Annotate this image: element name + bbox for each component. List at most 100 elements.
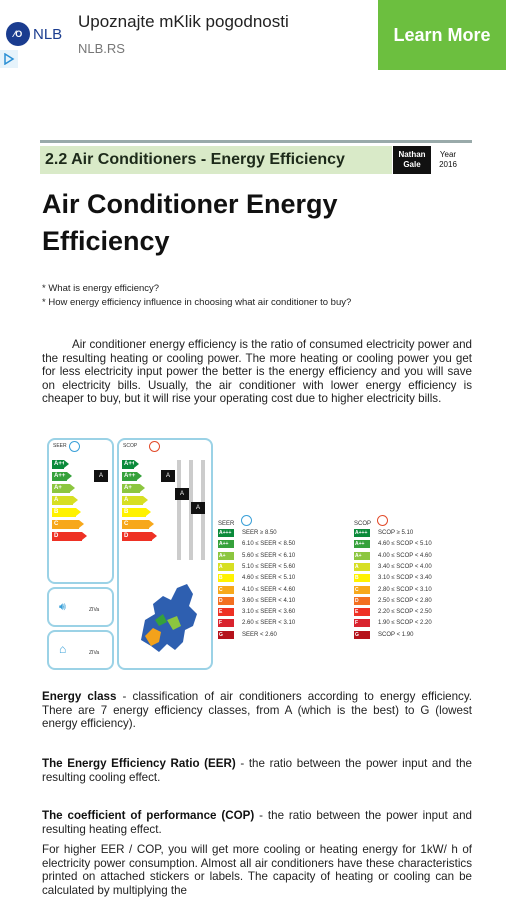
scale-range-text: 4.10 ≤ SEER < 4.60 xyxy=(242,586,296,593)
scale-range-text: 2.80 ≤ SCOP < 3.10 xyxy=(378,586,432,593)
ad-title[interactable]: Upoznajte mKlik pogodnosti xyxy=(78,12,289,31)
ad-url[interactable]: NLB.RS xyxy=(78,41,125,56)
energy-class-definition: - classification of air conditioners acc… xyxy=(42,690,472,731)
class-indicator-arrow-2: A xyxy=(175,488,189,500)
class-swatch: A xyxy=(218,562,234,571)
class-swatch: A+ xyxy=(218,551,234,560)
scale-row: A 5.10 ≤ SEER < 5.60 xyxy=(218,562,295,571)
scale-row: F 2.60 ≤ SEER < 3.10 xyxy=(218,619,296,628)
seer-head: SEER xyxy=(53,443,67,449)
scale-row: B 4.60 ≤ SEER < 5.10 xyxy=(218,574,296,583)
scale-range-text: 2.50 ≤ SCOP < 2.80 xyxy=(378,597,432,604)
scale-range-text: 2.60 ≤ SEER < 3.10 xyxy=(242,620,296,627)
fan-icon xyxy=(69,441,80,452)
scale-range-text: SCOP < 1.90 xyxy=(378,631,414,638)
scop-head: SCOP xyxy=(123,443,138,449)
class-bar-4: B xyxy=(52,508,81,517)
class-bar-6: D xyxy=(122,532,157,541)
scale-range-text: 2.20 ≤ SCOP < 2.50 xyxy=(378,609,432,616)
class-swatch: C xyxy=(218,585,234,594)
class-swatch: F xyxy=(218,619,234,628)
class-swatch: C xyxy=(354,585,370,594)
class-indicator-arrow: A xyxy=(94,470,108,482)
label-card-cooling: SEER A+++ A++ A+ A B C D A xyxy=(47,438,114,584)
class-bar-0: A+++ xyxy=(122,460,139,469)
scale-row: A+ 5.60 ≤ SEER < 6.10 xyxy=(218,551,296,560)
question-1: * What is energy efficiency? xyxy=(42,283,160,294)
europe-map xyxy=(141,584,197,652)
class-swatch: D xyxy=(354,596,370,605)
eer-term: The Energy Efficiency Ratio (EER) xyxy=(42,757,236,770)
sound-indoor-value: ZIVa xyxy=(89,607,100,613)
scale-row: E 2.20 ≤ SCOP < 2.50 xyxy=(354,608,432,617)
scale-range-text: SEER < 2.60 xyxy=(242,631,277,638)
class-bar-3: A xyxy=(52,496,78,505)
class-bar-1: A++ xyxy=(52,472,72,481)
scale-range-text: 1.90 ≤ SCOP < 2.20 xyxy=(378,620,432,627)
class-swatch: A+++ xyxy=(218,529,234,537)
learn-more-button[interactable]: Learn More xyxy=(378,0,506,70)
section-title: 2.2 Air Conditioners - Energy Efficiency xyxy=(45,151,345,168)
ad-banner[interactable]: ⁄O NLB Upoznajte mKlik pogodnosti NLB.RS… xyxy=(0,0,506,70)
fan-icon xyxy=(240,515,252,527)
scale-row: A+++ SCOP ≥ 5.10 xyxy=(354,529,413,537)
class-swatch: G xyxy=(354,630,370,639)
adchoices-icon[interactable] xyxy=(0,50,18,68)
scale-row: A++ 6.10 ≤ SEER < 8.50 xyxy=(218,540,296,549)
gauge-1 xyxy=(177,460,181,560)
scale-row: G SEER < 2.60 xyxy=(218,630,277,639)
scale-row: E 3.10 ≤ SEER < 3.60 xyxy=(218,608,296,617)
scale-row: A+++ SEER ≥ 8.50 xyxy=(218,529,277,537)
scale-range-text: 5.60 ≤ SEER < 6.10 xyxy=(242,552,296,559)
nlb-logo: ⁄O NLB xyxy=(6,22,62,46)
scale-range-text: 4.60 ≤ SEER < 5.10 xyxy=(242,575,296,582)
document-page: 2.2 Air Conditioners - Energy Efficiency… xyxy=(40,140,472,897)
class-bar-0: A+++ xyxy=(52,460,69,469)
question-2: * How energy efficiency influence in cho… xyxy=(42,297,352,308)
cop-paragraph: The coefficient of performance (COP) - t… xyxy=(42,809,472,836)
class-bar-2: A+ xyxy=(52,484,75,493)
class-bar-5: C xyxy=(122,520,154,529)
scale-row: A++ 4.60 ≤ SCOP < 5.10 xyxy=(354,540,432,549)
class-swatch: G xyxy=(218,630,234,639)
section-title-box: 2.2 Air Conditioners - Energy Efficiency xyxy=(40,146,392,174)
scop-scale-header: SCOP xyxy=(354,512,389,530)
nlb-logo-icon: ⁄O xyxy=(6,22,30,46)
scale-row: A+ 4.00 ≤ SCOP < 4.60 xyxy=(354,551,432,560)
year-label: Year xyxy=(439,150,457,159)
scale-range-text: 3.10 ≤ SEER < 3.60 xyxy=(242,609,296,616)
sound-outdoor-value: ZIVa xyxy=(89,650,100,656)
class-bar-4: B xyxy=(122,508,151,517)
class-swatch: A++ xyxy=(218,540,234,549)
scale-range-text: 3.10 ≤ SCOP < 3.40 xyxy=(378,575,432,582)
class-swatch: D xyxy=(218,596,234,605)
speaker-icon: 🔊︎ xyxy=(59,601,66,613)
page-title: Air Conditioner Energy Efficiency xyxy=(42,189,338,256)
sun-icon xyxy=(377,515,389,527)
class-swatch: A+++ xyxy=(354,529,370,537)
scale-row: C 2.80 ≤ SCOP < 3.10 xyxy=(354,585,432,594)
cop-definition: - the ratio between the power input and … xyxy=(42,809,473,836)
class-swatch: E xyxy=(354,608,370,617)
year-badge: Year 2016 xyxy=(433,146,463,174)
label-card-heating: SCOP A+++ A++ A+ A B C D A A A xyxy=(117,438,213,670)
scale-row: D 2.50 ≤ SCOP < 2.80 xyxy=(354,596,432,605)
class-bar-3: A xyxy=(122,496,148,505)
ad-logo-text: NLB xyxy=(33,25,63,43)
class-bar-6: D xyxy=(52,532,87,541)
class-indicator-arrow-1: A xyxy=(161,470,175,482)
class-swatch: A xyxy=(354,562,370,571)
seer-scale-title: SEER xyxy=(218,521,235,527)
scale-range-text: 4.00 ≤ SCOP < 4.60 xyxy=(378,552,432,559)
house-icon: ⌂ xyxy=(59,642,67,656)
class-bar-2: A+ xyxy=(122,484,145,493)
scale-range-text: 6.10 ≤ SEER < 8.50 xyxy=(242,541,296,548)
scale-range-text: SCOP ≥ 5.10 xyxy=(378,530,414,536)
class-swatch: A++ xyxy=(354,540,370,549)
scale-row: B 3.10 ≤ SCOP < 3.40 xyxy=(354,574,432,583)
section-header: 2.2 Air Conditioners - Energy Efficiency… xyxy=(40,140,472,174)
scop-scale-title: SCOP xyxy=(354,521,372,527)
energy-class-term: Energy class xyxy=(42,690,117,703)
energy-class-paragraph: Energy class - classification of air con… xyxy=(42,690,472,731)
sound-box-outdoor: ⌂ ZIVa xyxy=(47,630,114,670)
